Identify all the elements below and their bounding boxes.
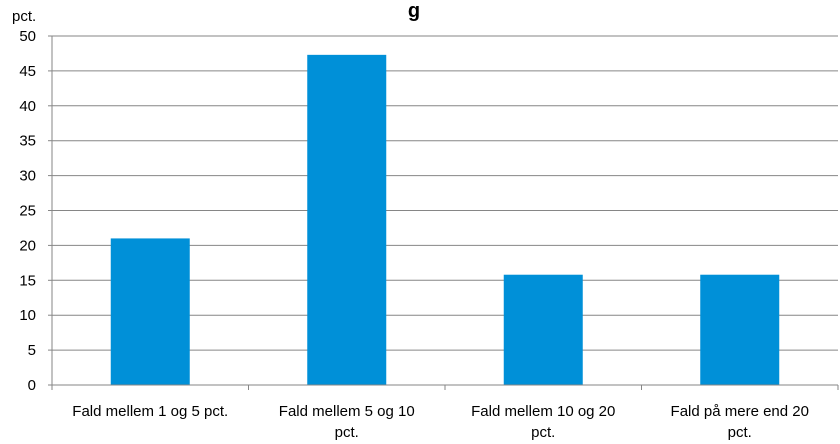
- y-tick-label: 45: [19, 63, 36, 80]
- y-axis-unit-label: pct.: [12, 8, 36, 25]
- y-tick-label: 25: [19, 203, 36, 220]
- y-tick-label: 30: [19, 168, 36, 185]
- y-tick-label: 10: [19, 307, 36, 324]
- x-category-label: Fald mellem 5 og 10 pct.: [279, 403, 415, 441]
- bar: [307, 54, 387, 385]
- y-tick-label: 20: [19, 237, 36, 254]
- y-tick-labels: 0 5 10 15 20 25 30 35 40 45 50: [19, 28, 36, 394]
- bar: [503, 274, 583, 385]
- y-tick-label: 50: [19, 28, 36, 45]
- y-tick-label: 15: [19, 272, 36, 289]
- bars: [110, 54, 780, 385]
- y-tick-label: 35: [19, 133, 36, 150]
- chart-title: g: [408, 0, 420, 22]
- axes: [48, 35, 839, 390]
- y-tick-label: 40: [19, 98, 36, 115]
- x-category-label: Fald mellem 10 og 20 pct.: [471, 403, 615, 441]
- x-category-label: Fald på mere end 20 pct.: [671, 403, 809, 441]
- bar: [700, 274, 780, 385]
- y-tick-label: 5: [28, 342, 36, 359]
- bar: [110, 238, 190, 385]
- x-category-labels: Fald mellem 1 og 5 pct. Fald mellem 5 og …: [72, 403, 809, 441]
- x-category-label: Fald mellem 1 og 5 pct.: [72, 403, 228, 420]
- y-tick-label: 0: [28, 377, 36, 394]
